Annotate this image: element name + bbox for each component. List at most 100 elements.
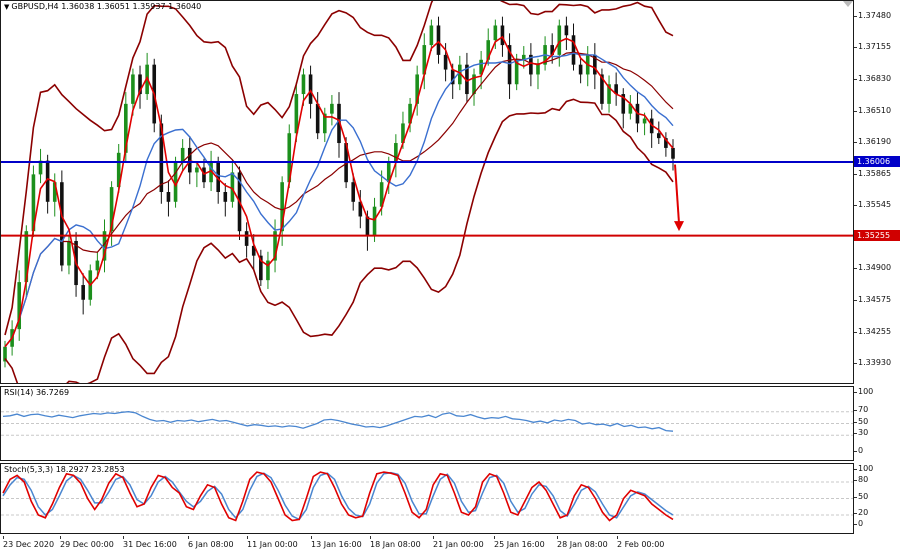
- candle: [187, 136, 192, 185]
- price-axis: 1.37480 1.37155 1.36830 1.36510 1.36190 1.358…: [853, 0, 900, 384]
- forecast-arrow: [674, 164, 680, 224]
- time-tick-label: 21 Jan 00:00: [433, 536, 484, 549]
- candle: [330, 95, 334, 126]
- rsi-canvas: [1, 411, 853, 436]
- time-tick-label: 2 Feb 00:00: [617, 536, 665, 549]
- forecast-arrow-head: [674, 221, 684, 232]
- candle: [394, 134, 398, 178]
- time-tick-label: 6 Jan 08:00: [188, 536, 234, 549]
- candle: [507, 33, 512, 99]
- rsi-axis: 100 70 50 30 0: [853, 386, 900, 461]
- candle: [138, 65, 142, 109]
- indicator-tick-label: 30: [853, 428, 869, 438]
- candle: [3, 340, 7, 368]
- candle: [521, 46, 526, 69]
- candle: [230, 160, 235, 208]
- indicator-tick-label: 0: [853, 446, 864, 455]
- candle: [280, 176, 284, 246]
- price-line-label-blue: 1.36006: [854, 156, 900, 168]
- indicator-tick-label: 80: [853, 475, 869, 484]
- fast-ma-line: [4, 35, 674, 348]
- stochastic-canvas: [1, 471, 853, 522]
- candle: [315, 92, 320, 140]
- candle: [514, 53, 519, 91]
- time-tick-label: 18 Jan 08:00: [370, 536, 421, 549]
- indicator-tick-label: 50: [853, 416, 869, 426]
- time-tick-label: 13 Jan 16:00: [311, 536, 362, 549]
- price-tick-label: 1.36190: [853, 137, 892, 146]
- chart-header: ▼ GBPUSD,H4 1.36038 1.36051 1.35937 1.360…: [4, 2, 201, 11]
- candle: [266, 251, 270, 289]
- candle: [479, 50, 483, 90]
- price-chart-pane[interactable]: ▼ GBPUSD,H4 1.36038 1.36051 1.35937 1.360…: [0, 0, 854, 384]
- candle: [649, 109, 654, 148]
- candle: [493, 19, 498, 49]
- stochastic-axis: 100 80 50 20 0: [853, 463, 900, 534]
- candle: [429, 19, 434, 51]
- candle: [578, 58, 583, 84]
- high-value: 1.36051: [96, 2, 130, 11]
- candle: [81, 273, 85, 315]
- price-line-label-red: 1.35255: [854, 229, 900, 241]
- price-tick-label: 1.35865: [853, 168, 892, 178]
- candle: [358, 190, 363, 229]
- candle: [628, 95, 633, 120]
- time-tick-label: 31 Dec 16:00: [123, 536, 177, 549]
- candle: [337, 92, 341, 158]
- price-tick-label: 1.35545: [853, 200, 892, 210]
- candle: [564, 16, 569, 50]
- time-tick-label: 11 Jan 00:00: [247, 536, 298, 549]
- candle: [38, 148, 43, 184]
- candle: [465, 52, 469, 103]
- price-chart-canvas: [1, 1, 853, 383]
- candle: [52, 173, 57, 217]
- low-value: 1.35937: [132, 2, 166, 11]
- candle: [102, 219, 107, 273]
- indicator-tick-label: 100: [853, 464, 874, 473]
- candle: [422, 33, 427, 90]
- candle: [550, 33, 554, 64]
- close-value: 1.36040: [168, 2, 202, 11]
- stoch-label: Stoch(5,3,3) 18.2927 23.2853: [4, 465, 125, 474]
- bollinger-upper-line: [4, 1, 674, 336]
- candle: [415, 65, 419, 116]
- candle: [216, 156, 220, 204]
- symbol-label: GBPUSD,H4: [11, 2, 59, 11]
- symbol-menu-icon[interactable]: ▼: [4, 3, 10, 11]
- candle: [351, 173, 356, 211]
- candle: [251, 234, 256, 271]
- candle: [656, 121, 661, 145]
- time-axis: 23 Dec 2020 29 Dec 00:00 31 Dec 16:00 6 Jan…: [0, 536, 854, 556]
- candle: [294, 82, 299, 143]
- indicator-tick-label: 100: [853, 387, 874, 396]
- price-tick-label: 1.37480: [853, 10, 892, 20]
- chart-shift-icon[interactable]: [843, 1, 853, 7]
- stoch-main-line: [2, 471, 674, 522]
- stochastic-pane[interactable]: Stoch(5,3,3) 18.2927 23.2853: [0, 463, 854, 534]
- price-tick-label: 1.34900: [853, 263, 892, 273]
- candle: [472, 68, 476, 106]
- indicator-tick-label: 50: [853, 491, 869, 501]
- candle: [543, 36, 547, 71]
- bollinger-lower-line: [4, 98, 674, 383]
- candle: [529, 43, 533, 87]
- price-tick-label: 1.37155: [853, 42, 892, 52]
- time-tick-label: 25 Jan 16:00: [494, 536, 545, 549]
- candle: [223, 183, 228, 217]
- candle: [17, 270, 22, 341]
- price-tick-label: 1.34575: [853, 295, 892, 305]
- candle: [322, 107, 327, 143]
- price-tick-label: 1.33930: [853, 358, 892, 368]
- time-tick-label: 28 Jan 08:00: [557, 536, 608, 549]
- candle: [571, 23, 576, 71]
- rsi-line: [2, 411, 674, 432]
- indicator-tick-label: 70: [853, 404, 869, 414]
- time-tick-label: 23 Dec 2020: [3, 536, 55, 549]
- candle: [671, 139, 675, 171]
- candle: [607, 75, 611, 113]
- rsi-pane[interactable]: RSI(14) 36.7269: [0, 386, 854, 461]
- candle: [166, 180, 171, 217]
- indicator-tick-label: 20: [853, 508, 869, 517]
- time-tick-label: 29 Dec 00:00: [60, 536, 114, 549]
- candle: [180, 139, 185, 172]
